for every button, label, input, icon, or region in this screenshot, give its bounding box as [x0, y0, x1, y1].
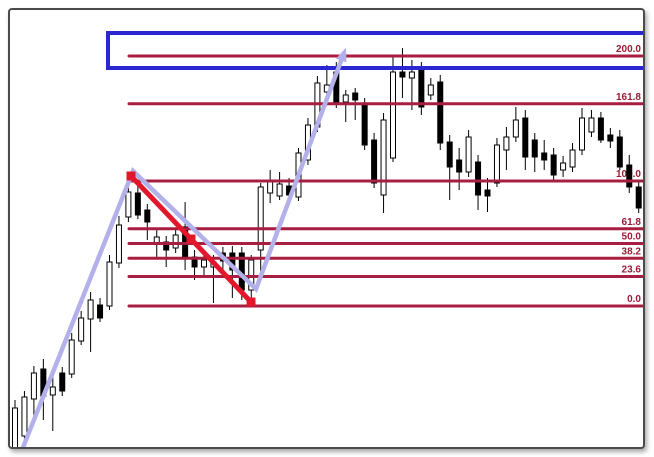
bull-candle-26 [257, 186, 264, 251]
bull-candle-44 [427, 84, 434, 96]
arrowhead-icon [336, 47, 347, 63]
bear-candle-50 [484, 189, 491, 197]
bear-candle-14 [144, 209, 151, 223]
bull-candle-11 [115, 224, 122, 264]
bull-candle-4 [49, 386, 56, 396]
bull-candle-6 [68, 339, 75, 375]
fib-label-200.0: 200.0 [616, 44, 641, 55]
bear-candle-55 [531, 139, 538, 158]
bear-candle-66 [635, 186, 642, 209]
bull-candle-2 [30, 372, 37, 400]
trendline-handle-2[interactable] [246, 297, 256, 307]
bear-candle-37 [361, 104, 368, 146]
bull-candle-42 [408, 71, 415, 79]
bear-candle-46 [446, 141, 453, 168]
bull-candle-53 [512, 119, 519, 138]
bull-candle-61 [588, 117, 595, 133]
bull-candle-35 [342, 94, 349, 103]
bull-candle-28 [276, 183, 283, 197]
trendline-handle-1[interactable] [186, 234, 196, 244]
bear-candle-54 [522, 117, 529, 158]
bull-candle-0 [12, 407, 18, 447]
bull-candle-12 [125, 191, 132, 218]
bear-candle-64 [616, 136, 623, 168]
bear-candle-5 [59, 372, 66, 392]
bull-candle-17 [172, 234, 179, 249]
bull-candle-27 [267, 180, 274, 194]
bear-candle-9 [97, 304, 104, 319]
bull-candle-10 [106, 261, 113, 307]
fib-label-161.8: 161.8 [616, 92, 641, 103]
highlight-rectangle[interactable] [106, 31, 645, 70]
bear-candle-45 [437, 81, 444, 144]
bull-candle-8 [87, 299, 94, 320]
bear-candle-63 [607, 134, 614, 142]
trendline-handle-0[interactable] [126, 171, 136, 181]
bear-candle-65 [626, 164, 633, 188]
fib-label-0.0: 0.0 [627, 294, 641, 305]
bull-candle-1 [21, 396, 28, 437]
bull-candle-7 [78, 317, 85, 342]
bear-candle-62 [597, 117, 604, 141]
bull-candle-40 [390, 71, 396, 159]
bear-candle-38 [371, 139, 378, 184]
bear-candle-49 [475, 161, 482, 196]
fib-label-23.6: 23.6 [622, 265, 642, 276]
bear-candle-41 [399, 71, 406, 78]
bull-candle-48 [465, 136, 472, 173]
fib-label-50.0: 50.0 [622, 232, 642, 243]
bull-candle-51 [493, 144, 500, 184]
fib-label-61.8: 61.8 [622, 217, 642, 228]
bear-candle-36 [352, 92, 359, 101]
bull-candle-52 [503, 136, 510, 151]
bear-candle-13 [134, 192, 141, 216]
zigzag-trend-line[interactable] [20, 52, 347, 449]
bear-candle-57 [550, 154, 557, 176]
bull-candle-59 [569, 149, 576, 168]
bull-candle-20 [201, 259, 207, 268]
bull-candle-60 [579, 117, 585, 151]
bear-candle-47 [456, 159, 463, 173]
bull-candle-58 [560, 162, 567, 171]
bear-candle-56 [541, 152, 548, 161]
bear-candle-43 [418, 67, 425, 108]
fib-label-38.2: 38.2 [622, 246, 642, 257]
bull-candle-39 [380, 119, 387, 196]
